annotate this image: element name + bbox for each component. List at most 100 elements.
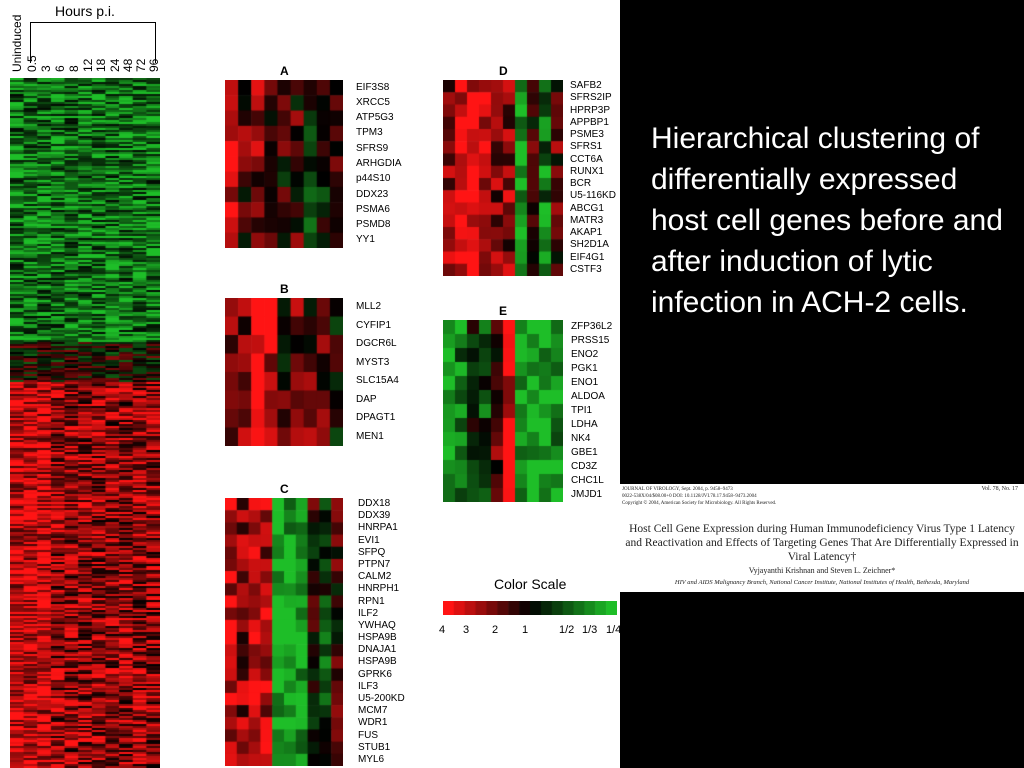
gene-label: HSPA9B: [358, 656, 397, 668]
gene-label: ENO2: [571, 349, 599, 360]
gene-label: MYL6: [358, 753, 385, 765]
color-scale-tick: 3: [463, 624, 470, 636]
gene-label: MLL2: [356, 301, 382, 313]
gene-label: ABCG1: [570, 202, 604, 214]
gene-label: U5-116KD: [570, 190, 616, 202]
column-header: 3: [39, 65, 53, 72]
gene-label: EVI1: [358, 534, 380, 546]
gene-label: PRSS15: [571, 335, 610, 346]
gene-label: HNRPH1: [358, 583, 400, 595]
time-axis-label: Hours p.i.: [55, 3, 115, 19]
gene-label: MYST3: [356, 356, 390, 368]
gene-label: CYFIP1: [356, 319, 392, 331]
gene-label: ILF3: [358, 680, 379, 692]
gene-label: SLC15A4: [356, 375, 399, 387]
journal-line: JOURNAL OF VIROLOGY, Sept. 2004, p. 9458…: [622, 487, 733, 492]
gene-label: FUS: [358, 729, 378, 741]
color-scale-tick: 1: [522, 624, 529, 636]
gene-label: PSMD8: [356, 219, 391, 231]
gene-label: CD3Z: [571, 461, 598, 472]
column-header: 8: [67, 65, 81, 72]
gene-label: EIF3S8: [356, 81, 390, 93]
heatmap-figure: Uninduced 0.5 3 6 8 12 18 24 48 72 96 Hours p.i. A…: [0, 0, 620, 768]
gene-label: CHC1L: [571, 475, 604, 486]
gene-label: GBE1: [571, 447, 598, 458]
gene-label: PGK1: [571, 363, 598, 374]
gene-label: RPN1: [358, 595, 385, 607]
panel-letter: A: [280, 64, 289, 78]
panel-letter: D: [499, 64, 508, 78]
color-scale-tick: 4: [439, 624, 446, 636]
gene-label: CCT6A: [570, 153, 603, 165]
copyright-line: Copyright © 2004, American Society for M…: [622, 501, 777, 506]
panel-letter: B: [280, 282, 289, 296]
gene-label: CSTF3: [570, 263, 602, 275]
gene-label: RUNX1: [570, 165, 604, 177]
gene-label: YWHAQ: [358, 619, 396, 631]
gene-label: MATR3: [570, 214, 604, 226]
color-scale-bar: [443, 601, 617, 615]
gene-label: HSPA9B: [358, 632, 397, 644]
gene-label: STUB1: [358, 741, 391, 753]
gene-label: CALM2: [358, 571, 392, 583]
gene-label: YY1: [356, 234, 375, 246]
gene-label: SFPQ: [358, 546, 386, 558]
gene-label: GPRK6: [358, 668, 392, 680]
color-scale-title: Color Scale: [494, 576, 567, 592]
gene-label: JMJD1: [571, 489, 603, 500]
gene-label: TPI1: [571, 405, 593, 416]
gene-label: APPBP1: [570, 116, 609, 128]
gene-label: SH2D1A: [570, 239, 609, 251]
gene-label: DDX23: [356, 188, 389, 200]
gene-label: PSME3: [570, 129, 604, 141]
panel-letter: C: [280, 482, 289, 496]
color-scale-tick: 1/2: [559, 624, 575, 636]
gene-label: LDHA: [571, 419, 598, 430]
color-scale-tick: 1/4: [606, 624, 620, 636]
panel-heatmap: [443, 320, 563, 502]
gene-label: DAP: [356, 393, 377, 405]
paper-header: JOURNAL OF VIROLOGY, Sept. 2004, p. 9458…: [620, 484, 1024, 592]
gene-label: p44S10: [356, 173, 391, 185]
panel-heatmap: [225, 498, 343, 766]
gene-label: AKAP1: [570, 227, 603, 239]
gene-label: WDR1: [358, 717, 388, 729]
gene-label: ENO1: [571, 377, 599, 388]
gene-label: BCR: [570, 178, 592, 190]
gene-label: ALDOA: [571, 391, 605, 402]
slide-caption: Hierarchical clustering of differentiall…: [651, 122, 1003, 319]
gene-label: SFRS2IP: [570, 92, 612, 104]
doi-line: 0022-538X/04/$08.00+0 DOI: 10.1128/JVI.7…: [622, 494, 757, 499]
gene-label: PSMA6: [356, 203, 390, 215]
gene-label: SFRS1: [570, 141, 603, 153]
color-scale-tick: 1/3: [582, 624, 598, 636]
time-axis-bracket: [30, 22, 156, 63]
gene-label: PTPN7: [358, 559, 391, 570]
panel-heatmap: [225, 80, 343, 248]
gene-label: ARHGDIA: [356, 158, 402, 169]
panel-heatmap: [443, 80, 563, 276]
gene-label: MCM7: [358, 705, 388, 717]
column-header: 6: [53, 65, 67, 72]
journal-volume: Vol. 78, No. 17: [981, 486, 1018, 492]
gene-label: MEN1: [356, 430, 384, 442]
gene-label: ILF2: [358, 607, 379, 619]
gene-label: SFRS9: [356, 142, 389, 154]
panel-letter: E: [499, 304, 508, 318]
gene-label: EIF4G1: [570, 251, 605, 263]
gene-label: DDX39: [358, 510, 391, 522]
gene-label: NK4: [571, 433, 591, 444]
column-header: Uninduced: [10, 14, 24, 72]
gene-label: U5-200KD: [358, 693, 405, 704]
gene-label: DPAGT1: [356, 412, 396, 424]
gene-label: DGCR6L: [356, 338, 397, 350]
gene-label: DNAJA1: [358, 644, 397, 656]
gene-label: ZFP36L2: [571, 321, 613, 332]
paper-authors: Vyjayanthi Krishnan and Steven L. Zeichn…: [748, 566, 896, 575]
gene-label: DDX18: [358, 498, 391, 510]
gene-label: HNRPA1: [358, 522, 398, 534]
paper-title: Host Cell Gene Expression during Human I…: [625, 523, 1019, 563]
main-heatmap: [10, 78, 160, 768]
gene-label: XRCC5: [356, 96, 390, 108]
gene-label: HPRP3P: [570, 104, 611, 116]
